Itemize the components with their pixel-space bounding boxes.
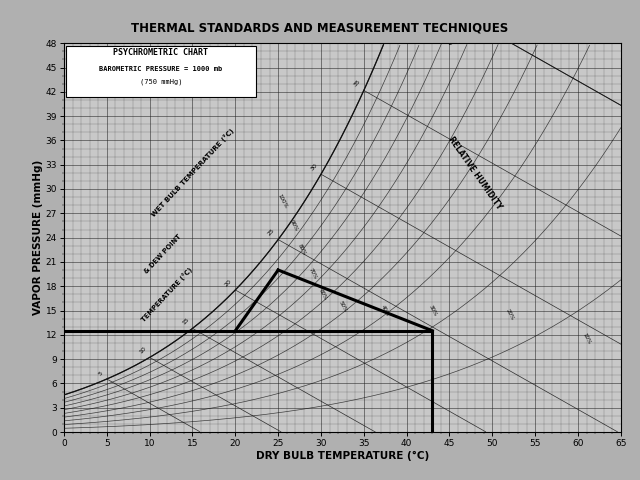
Text: 30: 30 — [309, 163, 319, 172]
Text: 100%: 100% — [276, 193, 288, 209]
Text: 35: 35 — [352, 79, 361, 88]
Text: 20%: 20% — [504, 308, 515, 321]
Text: 10%: 10% — [582, 332, 591, 346]
Y-axis label: VAPOR PRESSURE (mmHg): VAPOR PRESSURE (mmHg) — [33, 160, 43, 315]
Text: 90%: 90% — [289, 219, 299, 232]
Text: 80%: 80% — [297, 243, 307, 256]
Text: 15: 15 — [181, 317, 190, 326]
Text: 50%: 50% — [337, 300, 348, 313]
X-axis label: DRY BULB TEMPERATURE (°C): DRY BULB TEMPERATURE (°C) — [256, 451, 429, 461]
Text: 5: 5 — [98, 371, 104, 377]
Text: 25: 25 — [266, 228, 276, 237]
Text: BAROMETRIC PRESSURE = 1000 mb: BAROMETRIC PRESSURE = 1000 mb — [99, 66, 223, 72]
Text: RELATIVE HUMIDITY: RELATIVE HUMIDITY — [447, 135, 504, 211]
Text: 40%: 40% — [380, 304, 390, 317]
Text: WB 40: WB 40 — [428, 24, 455, 47]
Text: THERMAL STANDARDS AND MEASUREMENT TECHNIQUES: THERMAL STANDARDS AND MEASUREMENT TECHNI… — [131, 22, 509, 35]
Text: 20: 20 — [224, 278, 233, 288]
Text: 30%: 30% — [428, 304, 437, 317]
Text: (750 mmHg): (750 mmHg) — [140, 79, 182, 85]
Text: 60%: 60% — [317, 288, 328, 301]
Text: 70%: 70% — [307, 267, 317, 281]
Text: WET BULB TEMPERATURE (°C): WET BULB TEMPERATURE (°C) — [150, 127, 236, 218]
Text: 10: 10 — [138, 346, 147, 355]
FancyBboxPatch shape — [66, 47, 256, 96]
Text: PSYCHROMETRIC CHART: PSYCHROMETRIC CHART — [113, 48, 208, 58]
Text: TEMPERATURE (°C): TEMPERATURE (°C) — [140, 266, 194, 323]
Text: & DEW POINT: & DEW POINT — [143, 233, 182, 275]
